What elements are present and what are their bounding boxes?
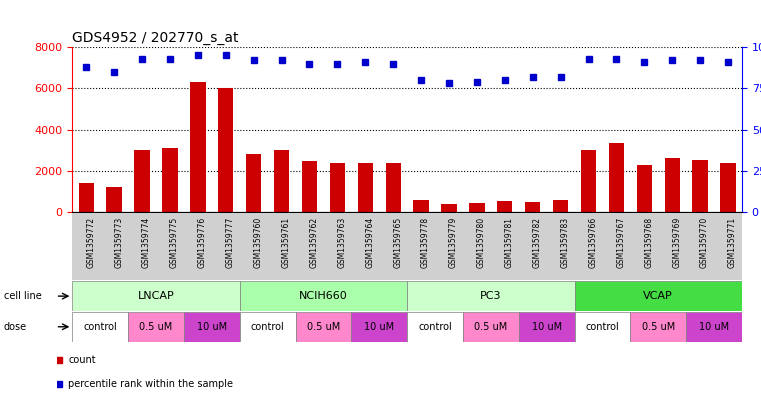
Bar bbox=[107, 187, 122, 212]
Bar bbox=[72, 281, 240, 311]
Bar bbox=[302, 161, 317, 212]
Bar bbox=[575, 312, 630, 342]
Text: GSM1359760: GSM1359760 bbox=[253, 217, 263, 268]
Text: control: control bbox=[250, 322, 285, 332]
Text: GSM1359765: GSM1359765 bbox=[393, 217, 402, 268]
Text: GSM1359763: GSM1359763 bbox=[337, 217, 346, 268]
Text: GSM1359772: GSM1359772 bbox=[86, 217, 95, 268]
Bar bbox=[581, 150, 596, 212]
Text: control: control bbox=[83, 322, 117, 332]
Text: percentile rank within the sample: percentile rank within the sample bbox=[68, 379, 234, 389]
Bar bbox=[330, 163, 345, 212]
Bar bbox=[497, 201, 512, 212]
Text: GSM1359771: GSM1359771 bbox=[728, 217, 737, 268]
Bar bbox=[72, 312, 128, 342]
Text: 10 uM: 10 uM bbox=[699, 322, 729, 332]
Text: GSM1359782: GSM1359782 bbox=[533, 217, 542, 268]
Text: 10 uM: 10 uM bbox=[532, 322, 562, 332]
Text: 0.5 uM: 0.5 uM bbox=[307, 322, 340, 332]
Text: count: count bbox=[68, 355, 96, 365]
Text: NCIH660: NCIH660 bbox=[299, 291, 348, 301]
Text: 0.5 uM: 0.5 uM bbox=[642, 322, 675, 332]
Text: GSM1359775: GSM1359775 bbox=[170, 217, 179, 268]
Bar bbox=[721, 163, 736, 212]
Text: GSM1359769: GSM1359769 bbox=[672, 217, 681, 268]
Bar bbox=[463, 312, 519, 342]
Bar bbox=[407, 312, 463, 342]
Bar bbox=[519, 312, 575, 342]
Text: GDS4952 / 202770_s_at: GDS4952 / 202770_s_at bbox=[72, 31, 239, 45]
Bar bbox=[575, 281, 742, 311]
Bar bbox=[630, 312, 686, 342]
Text: 0.5 uM: 0.5 uM bbox=[474, 322, 508, 332]
Bar bbox=[686, 312, 742, 342]
Bar bbox=[553, 200, 568, 212]
Bar bbox=[352, 312, 407, 342]
Text: GSM1359770: GSM1359770 bbox=[700, 217, 709, 268]
Bar bbox=[637, 165, 652, 212]
Bar bbox=[407, 281, 575, 311]
Text: dose: dose bbox=[4, 322, 27, 332]
Text: GSM1359768: GSM1359768 bbox=[645, 217, 653, 268]
Bar bbox=[441, 204, 457, 212]
Bar bbox=[184, 312, 240, 342]
Bar bbox=[470, 203, 485, 212]
Text: control: control bbox=[585, 322, 619, 332]
Text: GSM1359762: GSM1359762 bbox=[310, 217, 318, 268]
Bar bbox=[128, 312, 184, 342]
Bar bbox=[413, 200, 428, 212]
Text: GSM1359774: GSM1359774 bbox=[142, 217, 151, 268]
Text: GSM1359780: GSM1359780 bbox=[477, 217, 486, 268]
Text: GSM1359767: GSM1359767 bbox=[616, 217, 626, 268]
Bar bbox=[218, 88, 234, 212]
Bar bbox=[240, 312, 295, 342]
Text: 10 uM: 10 uM bbox=[197, 322, 227, 332]
Text: PC3: PC3 bbox=[480, 291, 501, 301]
Bar bbox=[525, 202, 540, 212]
Bar bbox=[386, 163, 401, 212]
Text: GSM1359783: GSM1359783 bbox=[561, 217, 569, 268]
Bar bbox=[240, 281, 407, 311]
Text: LNCAP: LNCAP bbox=[138, 291, 174, 301]
Text: GSM1359778: GSM1359778 bbox=[421, 217, 430, 268]
Bar bbox=[162, 148, 177, 212]
Bar bbox=[609, 143, 624, 212]
Text: 10 uM: 10 uM bbox=[365, 322, 394, 332]
Bar bbox=[274, 150, 289, 212]
Bar bbox=[295, 312, 352, 342]
Bar bbox=[78, 183, 94, 212]
Bar bbox=[135, 150, 150, 212]
Text: GSM1359764: GSM1359764 bbox=[365, 217, 374, 268]
Text: 0.5 uM: 0.5 uM bbox=[139, 322, 173, 332]
Text: cell line: cell line bbox=[4, 291, 42, 301]
Text: GSM1359773: GSM1359773 bbox=[114, 217, 123, 268]
Bar bbox=[246, 154, 261, 212]
Bar bbox=[664, 158, 680, 212]
Bar bbox=[358, 163, 373, 212]
Text: GSM1359781: GSM1359781 bbox=[505, 217, 514, 268]
Text: GSM1359777: GSM1359777 bbox=[226, 217, 234, 268]
Text: GSM1359776: GSM1359776 bbox=[198, 217, 207, 268]
Text: control: control bbox=[418, 322, 452, 332]
Bar bbox=[693, 160, 708, 212]
Text: GSM1359761: GSM1359761 bbox=[282, 217, 291, 268]
Text: GSM1359766: GSM1359766 bbox=[588, 217, 597, 268]
Bar bbox=[190, 82, 205, 212]
Text: VCAP: VCAP bbox=[643, 291, 673, 301]
Text: GSM1359779: GSM1359779 bbox=[449, 217, 458, 268]
